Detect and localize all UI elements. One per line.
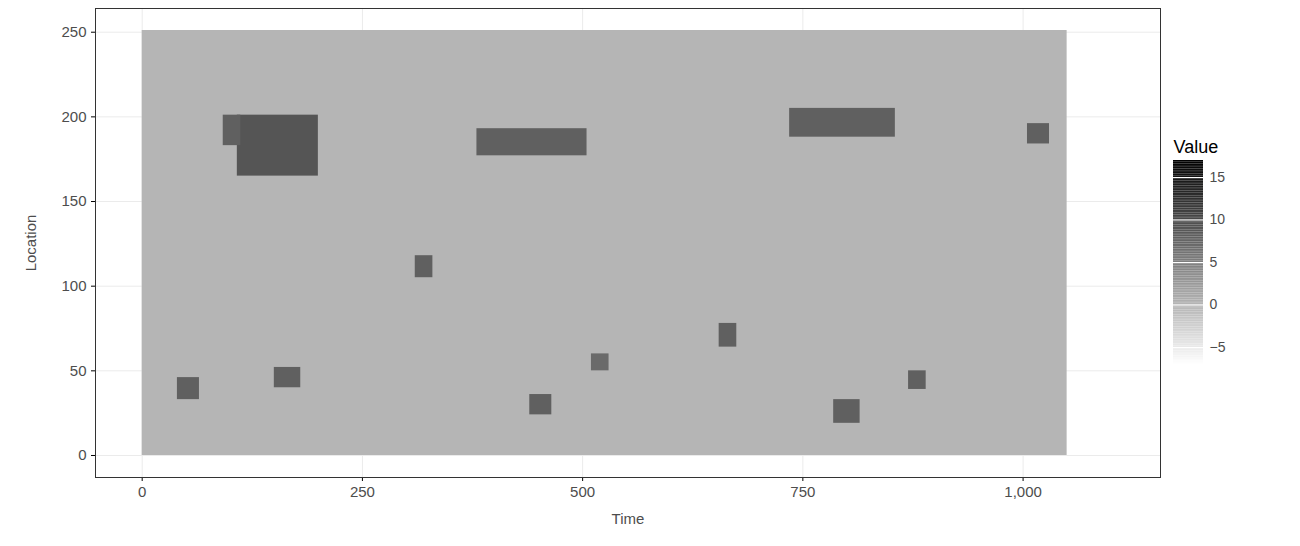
svg-text:100: 100: [61, 277, 86, 294]
svg-text:500: 500: [570, 483, 595, 500]
svg-text:750: 750: [790, 483, 815, 500]
svg-text:Time: Time: [612, 510, 645, 527]
svg-text:0: 0: [78, 446, 86, 463]
svg-text:250: 250: [350, 483, 375, 500]
svg-text:200: 200: [61, 108, 86, 125]
svg-text:5: 5: [1210, 254, 1218, 270]
svg-text:10: 10: [1210, 211, 1226, 227]
svg-text:0: 0: [1210, 296, 1218, 312]
svg-text:1,000: 1,000: [1004, 483, 1042, 500]
svg-text:15: 15: [1210, 169, 1226, 185]
svg-text:−5: −5: [1210, 339, 1226, 355]
svg-text:150: 150: [61, 192, 86, 209]
svg-text:Location: Location: [22, 215, 39, 272]
svg-text:Value: Value: [1174, 137, 1219, 157]
svg-text:250: 250: [61, 23, 86, 40]
svg-text:50: 50: [70, 362, 87, 379]
svg-text:0: 0: [138, 483, 146, 500]
